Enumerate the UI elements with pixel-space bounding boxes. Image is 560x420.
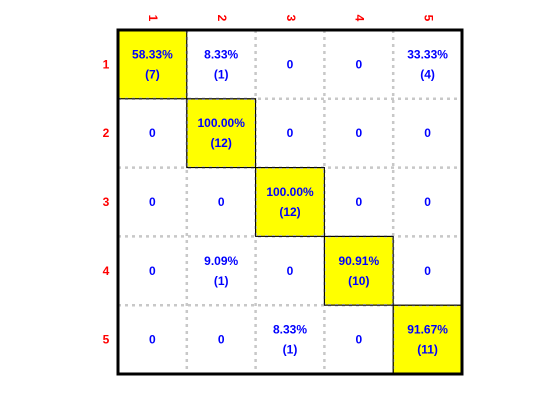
cell-value-3-1: 0 <box>149 195 156 209</box>
cell-value-4-3: 0 <box>287 264 294 278</box>
cell-2-5 <box>393 98 462 168</box>
cell-value-2-2: 100.00% <box>198 116 246 130</box>
cell-4-2 <box>186 236 256 306</box>
cell-value-3-4: 0 <box>355 195 362 209</box>
row-label-1: 1 <box>103 57 110 71</box>
column-label-2: 2 <box>215 15 229 22</box>
cell-value-5-4: 0 <box>355 333 362 347</box>
cell-count-5-5: (11) <box>417 343 438 357</box>
cell-value-3-3: 100.00% <box>266 185 314 199</box>
row-label-3: 3 <box>103 195 110 209</box>
cell-value-2-4: 0 <box>355 126 362 140</box>
cell-count-3-3: (12) <box>279 205 300 219</box>
cell-value-2-1: 0 <box>149 126 156 140</box>
cell-5-2 <box>186 305 256 374</box>
cell-3-1 <box>118 167 187 237</box>
diagonal-cell-2-2 <box>186 98 257 169</box>
diagonal-cell-outline-3 <box>255 167 325 237</box>
column-label-1: 1 <box>146 15 160 22</box>
plot-border <box>116 28 464 376</box>
cell-3-5 <box>393 167 462 237</box>
cell-1-4 <box>324 30 394 99</box>
cell-count-1-2: (1) <box>214 67 229 81</box>
cell-count-1-5: (4) <box>420 67 435 81</box>
row-label-5: 5 <box>103 333 110 347</box>
cell-value-1-1: 58.33% <box>132 47 173 61</box>
cell-1-5 <box>393 30 462 99</box>
cells-layer <box>117 29 463 375</box>
cell-values-layer: 58.33% (7) 8.33% (1) 0 0 33.33% (4) 0 100.00% (12)… <box>132 47 448 356</box>
cell-4-5 <box>393 236 462 306</box>
cell-count-4-4: (10) <box>348 274 369 288</box>
cell-value-5-2: 0 <box>218 333 225 347</box>
diagonal-cell-5-5 <box>392 304 463 375</box>
cell-2-4 <box>324 98 394 168</box>
diagonal-cell-3-3 <box>255 167 325 237</box>
cell-value-4-1: 0 <box>149 264 156 278</box>
cell-count-1-1: (7) <box>145 67 160 81</box>
cell-5-1 <box>118 305 187 374</box>
cell-count-4-2: (1) <box>214 274 229 288</box>
cell-3-2 <box>186 167 256 237</box>
diagonal-cell-outline-4 <box>323 235 394 306</box>
row-label-4: 4 <box>103 264 110 278</box>
cell-value-1-4: 0 <box>355 57 362 71</box>
diagonal-cell-4-4 <box>323 235 394 306</box>
cell-value-4-2: 9.09% <box>204 254 238 268</box>
diagonal-cell-outline-2 <box>186 98 257 169</box>
cell-value-4-5: 0 <box>424 264 431 278</box>
cell-value-2-5: 0 <box>424 126 431 140</box>
cell-5-4 <box>324 305 394 374</box>
cell-value-3-2: 0 <box>218 195 225 209</box>
cell-value-5-3: 8.33% <box>273 323 307 337</box>
cell-value-3-5: 0 <box>424 195 431 209</box>
grid-lines <box>117 29 463 375</box>
cell-value-2-3: 0 <box>287 126 294 140</box>
cell-1-3 <box>255 30 325 99</box>
cell-2-3 <box>255 98 325 168</box>
cell-value-5-5: 91.67% <box>407 323 448 337</box>
cell-value-1-3: 0 <box>287 57 294 71</box>
cell-4-3 <box>255 236 325 306</box>
row-label-2: 2 <box>103 126 110 140</box>
cell-4-1 <box>118 236 187 306</box>
cell-5-3 <box>255 305 325 374</box>
cell-value-1-2: 8.33% <box>204 47 238 61</box>
cell-count-5-3: (1) <box>283 343 298 357</box>
cell-value-1-5: 33.33% <box>407 47 448 61</box>
diagonal-cell-1-1 <box>117 29 188 100</box>
cell-value-4-4: 90.91% <box>338 254 379 268</box>
cell-1-2 <box>186 30 256 99</box>
column-label-3: 3 <box>284 15 298 22</box>
cell-value-5-1: 0 <box>149 333 156 347</box>
axis-labels-layer: 1 2 3 4 5 1 2 3 4 5 <box>103 15 436 347</box>
cell-3-4 <box>324 167 394 237</box>
column-label-5: 5 <box>421 15 435 22</box>
cell-count-2-2: (12) <box>211 136 232 150</box>
cell-2-1 <box>118 98 187 168</box>
column-label-4: 4 <box>353 15 367 22</box>
